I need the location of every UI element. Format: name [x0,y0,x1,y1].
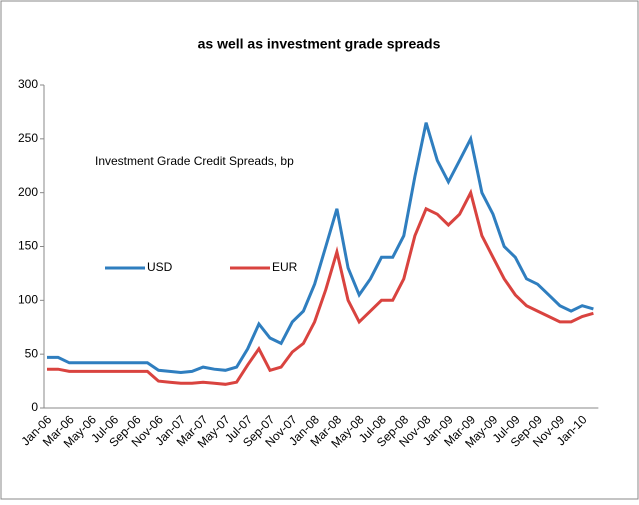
series-line [47,188,594,386]
chart-title: as well as investment grade spreads [198,36,441,52]
y-tick-label: 300 [18,77,38,91]
y-tick-label: 250 [18,131,38,145]
legend-label: EUR [272,260,298,274]
y-tick-label: 0 [31,400,38,414]
y-tick-label: 100 [18,293,38,307]
legend-label: USD [147,260,173,274]
y-tick-label: 200 [18,185,38,199]
series-line [47,122,594,375]
annotation: Investment Grade Credit Spreads, bp [95,154,294,168]
y-tick-label: 150 [18,239,38,253]
y-tick-label: 50 [25,346,39,360]
